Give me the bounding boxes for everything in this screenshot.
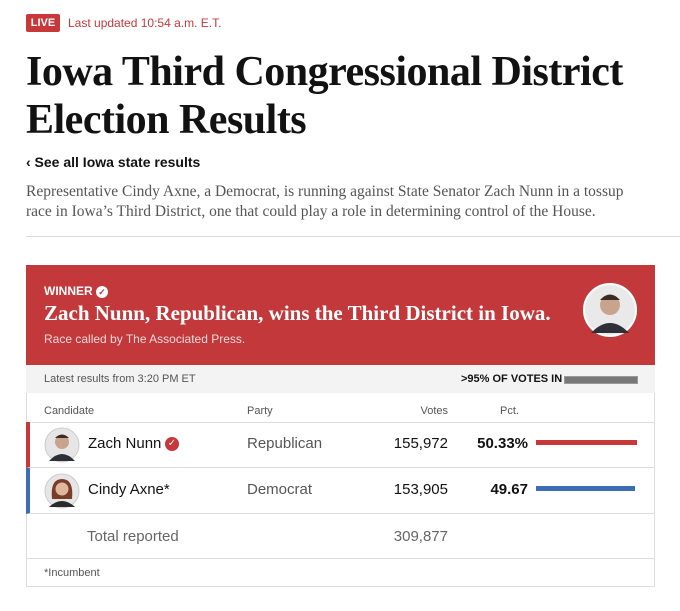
back-link[interactable]: ‹ See all Iowa state results	[26, 154, 201, 170]
live-badge: LIVE	[26, 14, 60, 32]
pct-label: 50.33%	[477, 435, 528, 452]
candidate-row: Cindy Axne* Democrat 153,905 49.67	[26, 468, 655, 514]
note: Race called by The Associated Press.	[44, 332, 246, 346]
winner-label: WINNER ✓	[44, 284, 109, 298]
col-header: Votes	[420, 405, 448, 417]
candidate-row: Zach Nunn ✓ Republican 155,972 50.33%	[26, 422, 655, 468]
col-header: Candidate	[44, 405, 95, 417]
status-bar: Latest results from 3:20 PM ET >95% OF V…	[26, 365, 655, 393]
reporting-bar	[564, 376, 638, 384]
reporting: >95% OF VOTES IN	[461, 373, 563, 385]
total-label: Total reported	[87, 528, 179, 545]
headline: Zach Nunn, Republican, wins the Third Di…	[44, 301, 551, 325]
pct-label: 49.67	[490, 481, 528, 498]
divider	[26, 236, 680, 237]
check-icon: ✓	[96, 286, 109, 298]
total-row: Total reported 309,877	[26, 514, 655, 559]
votes: 155,972	[393, 435, 448, 452]
col-header: Party	[247, 405, 273, 417]
latest: Latest results from 3:20 PM ET	[44, 373, 196, 385]
winner-text: WINNER	[44, 284, 93, 298]
winner-photo	[583, 283, 637, 337]
total-votes: 309,877	[393, 528, 448, 545]
votes: 153,905	[393, 481, 448, 498]
party: Republican	[247, 435, 323, 452]
col-header: Pct.	[500, 405, 519, 417]
header-row: Candidate Party Votes Pct.	[26, 393, 655, 423]
candidate-name: Zach Nunn	[88, 435, 162, 452]
title: Iowa Third Congressional District Electi…	[26, 49, 623, 143]
check-icon: ✓	[165, 437, 179, 451]
description: Representative Cindy Axne, a Democrat, i…	[26, 183, 624, 220]
pct-bar	[536, 440, 637, 445]
candidate-photo	[44, 427, 80, 463]
updated: Last updated 10:54 a.m. E.T.	[68, 16, 222, 30]
party: Democrat	[247, 481, 313, 498]
winner-banner: WINNER ✓ Zach Nunn, Republican, wins the…	[26, 265, 655, 365]
pct-bar	[536, 486, 636, 491]
footnote: *Incumbent	[44, 567, 100, 579]
candidate-photo	[44, 473, 80, 509]
candidate-name: Cindy Axne*	[88, 481, 170, 498]
